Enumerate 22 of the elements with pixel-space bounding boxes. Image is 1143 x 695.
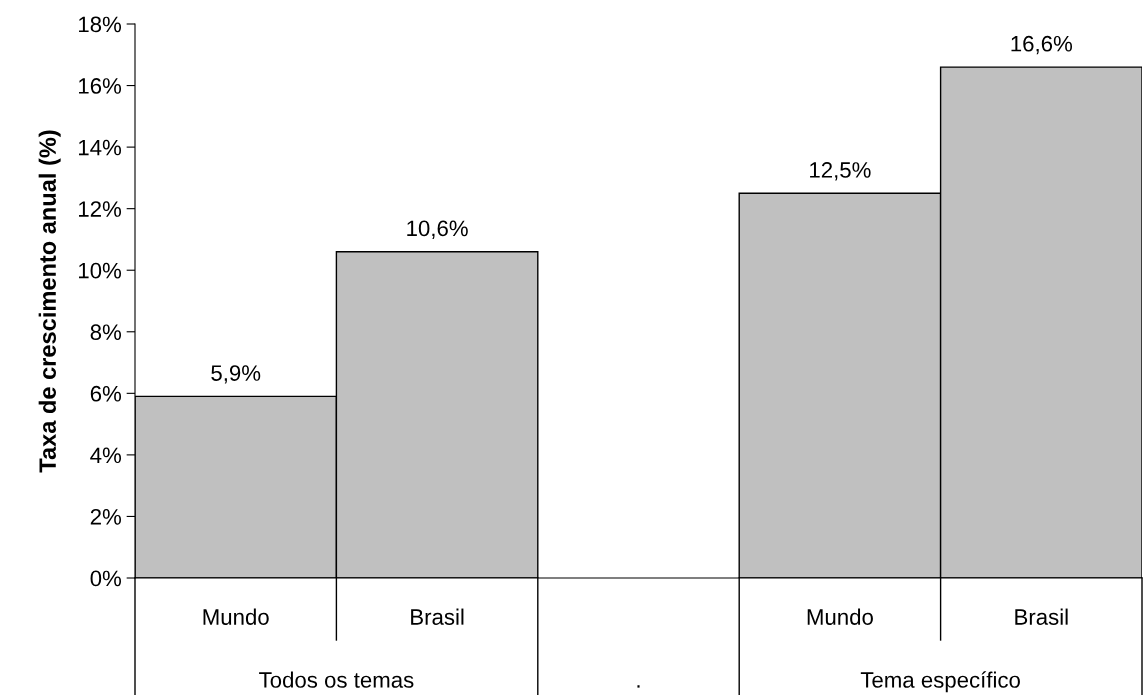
x-tick-label: Brasil	[1015, 608, 1068, 625]
y-axis-title: Taxa de crescimento anual (%)	[38, 130, 61, 473]
y-tick-label: 6%	[90, 385, 122, 402]
y-tick-label: 12%	[79, 201, 122, 217]
text: Tema específico	[860, 671, 1020, 693]
data-label: 5,9%	[211, 365, 261, 384]
x-tick-label: Mundo	[203, 608, 269, 625]
data-label: 10,6%	[407, 220, 468, 239]
text: Todos os temas	[259, 671, 414, 688]
data-label: 16,6%	[1011, 35, 1073, 55]
y-tick-label: 8%	[90, 324, 122, 341]
y-tick-label: 2%	[90, 508, 122, 525]
y-tick-label: 4%	[90, 447, 122, 464]
data-label: 12,5%	[810, 162, 871, 181]
x-tick-label: Mundo	[807, 608, 873, 625]
y-tick-label: 0%	[90, 570, 122, 587]
x-tick-label: Brasil	[411, 608, 464, 625]
y-tick-label: 10%	[79, 262, 122, 279]
y-tick-label: 18%	[79, 16, 122, 33]
text: .	[637, 685, 640, 688]
y-tick-label: 16%	[79, 78, 122, 94]
y-tick-label: 14%	[79, 139, 122, 156]
